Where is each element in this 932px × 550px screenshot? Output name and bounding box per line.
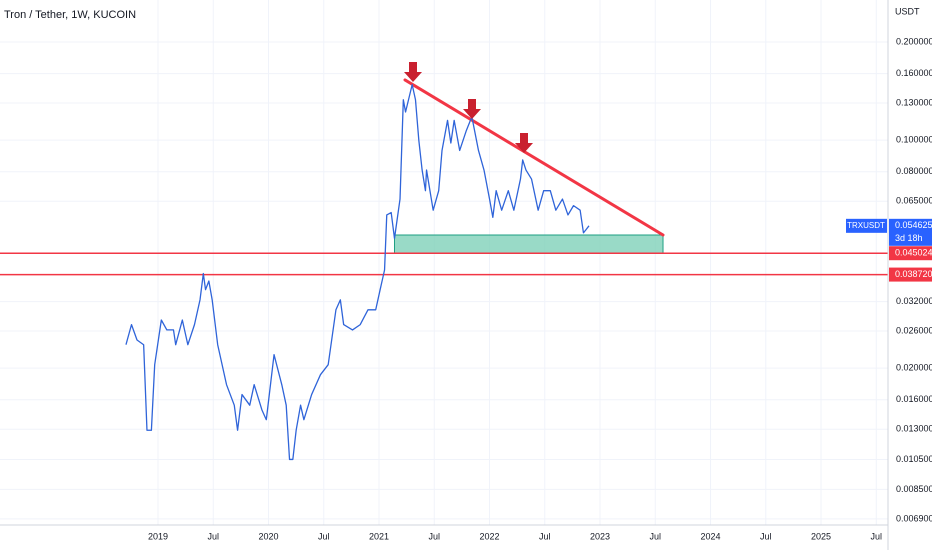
- y-tick-label: 0.020000: [896, 363, 932, 373]
- x-tick-label: Jul: [208, 531, 220, 541]
- price-label-box: [889, 246, 932, 261]
- chart-title: Tron / Tether, 1W, KUCOIN: [4, 9, 136, 21]
- price-marker-box: [889, 218, 932, 246]
- symbol-label-box: [846, 218, 887, 233]
- y-tick-label: 0.006900: [896, 513, 932, 523]
- price-label: 0.045024: [895, 248, 932, 258]
- y-tick-label: 0.016000: [896, 394, 932, 404]
- x-tick-label: 2019: [148, 531, 168, 541]
- y-tick-label: 0.013000: [896, 424, 932, 434]
- x-tick-label: 2020: [259, 531, 279, 541]
- x-tick-label: 2022: [480, 531, 500, 541]
- arrows: [404, 62, 533, 153]
- x-tick-label: 2021: [369, 531, 389, 541]
- x-tick-label: Jul: [871, 531, 883, 541]
- x-tick-label: Jul: [760, 531, 772, 541]
- y-tick-label: 0.080000: [896, 166, 932, 176]
- y-tick-label: 0.200000: [896, 36, 932, 46]
- x-tick-label: 2023: [590, 531, 610, 541]
- price-label: 0.038720: [895, 269, 932, 279]
- grid: [0, 0, 888, 525]
- x-tick-label: Jul: [539, 531, 551, 541]
- y-tick-label: 0.160000: [896, 68, 932, 78]
- symbol-label: TRXUSDT: [847, 221, 885, 230]
- x-tick-label: 2025: [811, 531, 831, 541]
- countdown-label: 3d 18h: [895, 233, 923, 243]
- x-tick-label: Jul: [318, 531, 330, 541]
- y-tick-label: 0.065000: [896, 196, 932, 206]
- trend-line: [403, 78, 665, 237]
- y-tick-label: 0.130000: [896, 97, 932, 107]
- zone: [393, 234, 664, 254]
- arrow: [404, 62, 422, 82]
- price-label-box: [889, 267, 932, 282]
- axis-labels: 0.200000 0.160000 0.130000 0.100000 0.080000…: [148, 36, 932, 541]
- y-unit: USDT: [895, 6, 920, 16]
- arrow: [463, 99, 481, 119]
- price-line: [125, 83, 590, 461]
- y-tick-label: 0.100000: [896, 135, 932, 145]
- y-tick-label: 0.008500: [896, 484, 932, 494]
- y-tick-label: 0.026000: [896, 325, 932, 335]
- y-tick-label: 0.010500: [896, 454, 932, 464]
- price-marker-label: 0.054625: [895, 220, 932, 230]
- plot: [0, 78, 888, 461]
- arrow: [515, 133, 533, 153]
- x-tick-label: Jul: [650, 531, 662, 541]
- x-tick-label: 2024: [701, 531, 721, 541]
- y-tick-label: 0.032000: [896, 296, 932, 306]
- x-tick-label: Jul: [429, 531, 441, 541]
